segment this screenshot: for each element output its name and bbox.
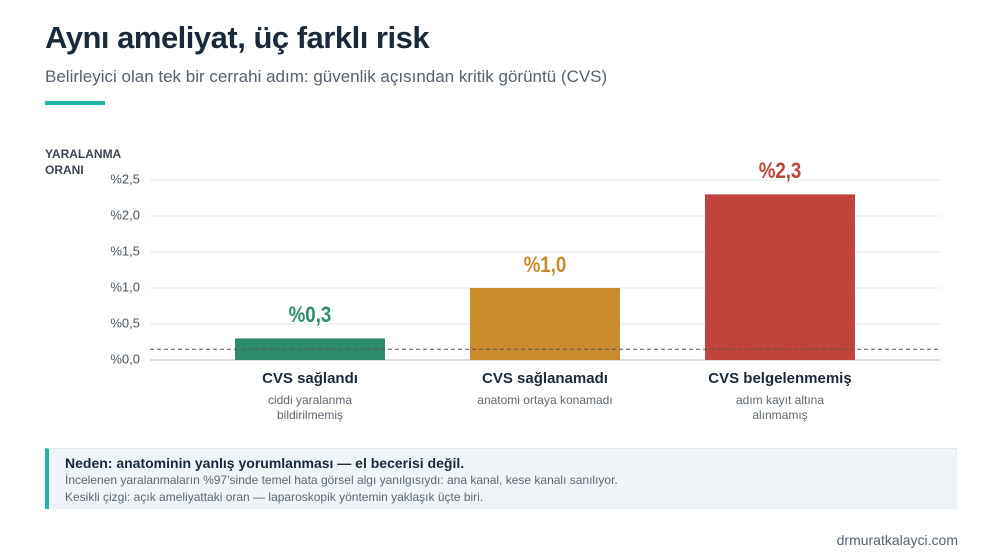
y-tick-label: %1,0: [110, 279, 140, 294]
bar: [705, 194, 855, 360]
y-tick-label: %2,0: [110, 207, 140, 222]
chart-title: Aynı ameliyat, üç farklı risk: [45, 20, 430, 55]
footer: drmuratkalayci.com: [836, 532, 958, 548]
y-axis-label: YARALANMA ORANI: [45, 147, 121, 177]
category-description: adım kayıt altına alınmamış: [735, 393, 825, 422]
value-label: %1,0: [524, 253, 567, 277]
bar: [470, 288, 620, 360]
chart: %0,0 %0,5 %1,0 %1,5 %2,0 %2,5 %0,3 %1,0 %2,3: [110, 160, 940, 366]
value-label: %0,3: [289, 304, 332, 328]
x-tick-label: CVS belgelenmemiş: [708, 370, 852, 387]
note-box: Neden: anatominin yanlış yorumlanması — …: [45, 448, 957, 509]
category-description: anatomi ortaya konamadı: [477, 393, 613, 407]
category-description: ciddi yaralanma bildirilmemiş: [267, 393, 353, 422]
accent-bar: [45, 101, 105, 105]
x-tick-label: CVS sağlandı: [262, 370, 358, 387]
y-tick-label: %0,5: [110, 315, 140, 330]
note-title: Neden: anatominin yanlış yorumlanması — …: [65, 455, 465, 471]
y-tick-label: %0,0: [110, 351, 140, 366]
note-line: Kesikli çizgi: açık ameliyattaki oran — …: [65, 490, 484, 504]
bar: [235, 338, 385, 360]
value-label: %2,3: [759, 160, 802, 184]
y-tick-label: %2,5: [110, 171, 140, 186]
note-line: İncelenen yaralanmaların %97’sinde temel…: [65, 473, 618, 487]
y-tick-label: %1,5: [110, 243, 140, 258]
x-tick-label: CVS sağlanamadı: [482, 370, 608, 387]
chart-subtitle: Belirleyici olan tek bir cerrahi adım: g…: [45, 67, 608, 86]
